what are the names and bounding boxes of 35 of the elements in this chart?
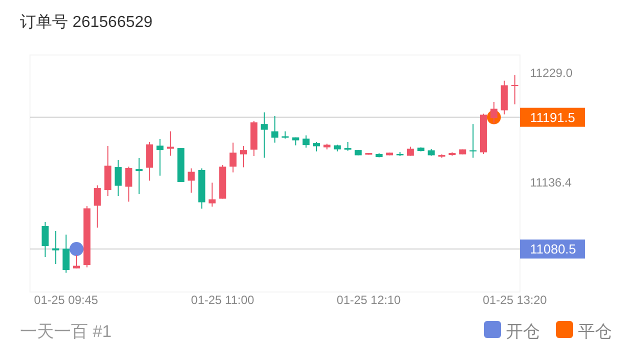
y-tick-label: 11229.0 [530,66,573,80]
x-tick-label: 01-25 09:45 [34,293,98,307]
candlestick [73,254,80,269]
candlestick [146,141,154,182]
candlestick [94,184,101,228]
candlestick [260,112,268,158]
y-tick-label: 11136.4 [530,176,572,190]
candlestick [62,234,70,274]
candlestick [136,158,143,194]
candlestick [188,168,195,194]
x-tick-label: 01-25 13:20 [482,293,548,307]
legend-label: 平仓 [578,322,612,341]
candlestick [208,182,216,208]
legend-label: 开仓 [506,322,540,341]
candlestick [42,221,49,258]
candlestick [511,74,518,105]
candlestick [240,146,247,168]
candlestick [125,166,132,202]
candlestick [490,101,498,124]
candlestick [302,134,310,148]
x-tick-label: 01-25 12:10 [336,293,402,307]
ref-line-label: 11191.5 [530,110,576,125]
x-tick-label: 01-25 11:00 [191,293,255,307]
candlestick [271,116,278,144]
candlestick [230,142,237,173]
candlestick [114,160,122,196]
candlestick [156,138,164,176]
candlestick [52,230,60,264]
candlestick [470,124,477,158]
candlestick [313,141,320,152]
candlestick [406,146,414,156]
chart-title: 订单号 261566529 [20,13,153,31]
text: 一天一百 #1 [20,322,112,341]
candlestick [166,130,174,156]
ref-line-label: 11080.5 [530,242,576,257]
